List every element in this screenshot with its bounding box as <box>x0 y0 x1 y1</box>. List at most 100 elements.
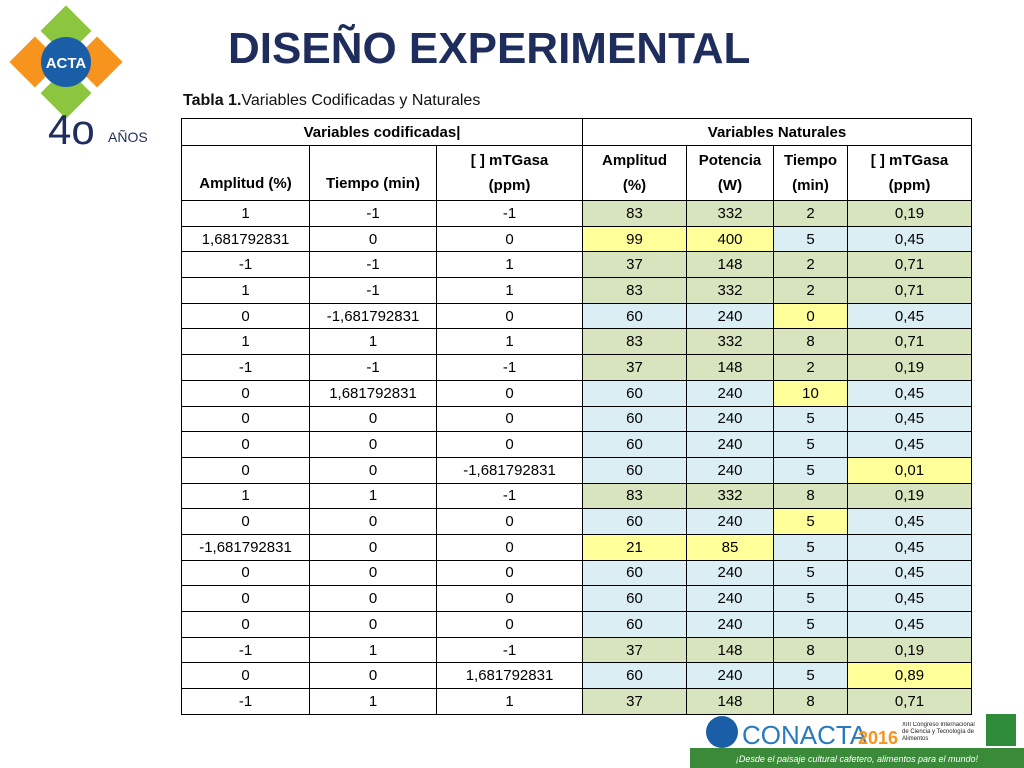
table-row: 1 1 1 83 332 8 0,71 <box>181 328 972 356</box>
logo-years-word: AÑOS <box>108 129 148 145</box>
table-cell: -1 <box>181 354 310 381</box>
table-cell: 0,19 <box>847 200 972 227</box>
column-header-line: [ ] mTGasa <box>470 152 549 169</box>
table-cell: 83 <box>582 328 687 356</box>
table-cell: 148 <box>686 688 774 715</box>
table-cell: 0 <box>436 431 583 458</box>
table-cell: 0 <box>309 431 437 458</box>
table-cell: 1 <box>181 328 310 356</box>
table-cell: 5 <box>773 431 848 458</box>
table-cell: 5 <box>773 585 848 612</box>
table-row: -1 -1 1 37 148 2 0,71 <box>181 251 972 279</box>
table-cell: 240 <box>686 405 774 433</box>
table-cell: 0 <box>436 559 583 587</box>
table-cell: 0,19 <box>847 482 972 510</box>
table-cell: 0 <box>309 611 437 638</box>
table-cell: 83 <box>582 482 687 510</box>
table-cell: 1 <box>309 636 437 664</box>
table-cell: 0,45 <box>847 559 972 587</box>
table-cell: 0 <box>436 508 583 535</box>
table-cell: 240 <box>686 302 774 330</box>
table-cell: 5 <box>773 456 848 484</box>
table-cell: 60 <box>582 611 687 638</box>
table-cell: 0 <box>309 456 437 484</box>
column-header-line: [ ] mTGasa <box>870 152 949 169</box>
table-cell: 37 <box>582 688 687 715</box>
table-cell: 60 <box>582 662 687 690</box>
table-row: 0 0 -1,681792831 60 240 5 0,01 <box>181 456 972 484</box>
column-header-line: Amplitud <box>602 152 667 169</box>
table-cell: 1 <box>436 251 583 279</box>
table-cell: 60 <box>582 508 687 535</box>
table-cell: 240 <box>686 559 774 587</box>
table-cell: -1,681792831 <box>181 533 310 561</box>
caption-text: Variables Codificadas y Naturales <box>241 92 481 109</box>
column-header-line: (min) <box>792 177 829 194</box>
acta-logo: ACTA 4o AÑOS <box>9 5 148 150</box>
table-cell: -1 <box>181 251 310 279</box>
table-row: 0 0 0 60 240 5 0,45 <box>181 508 972 535</box>
table-row: 1 -1 -1 83 332 2 0,19 <box>181 200 972 227</box>
column-header: Potencia (W) <box>686 145 774 201</box>
table-cell: 240 <box>686 379 774 407</box>
table-row: -1 1 -1 37 148 8 0,19 <box>181 636 972 664</box>
table-cell: 0,45 <box>847 302 972 330</box>
table-body: 1 -1 -1 83 332 2 0,19 1,681792831 0 0 99 400 5 0,45 -1… <box>181 200 972 715</box>
table-cell: 240 <box>686 508 774 535</box>
table-cell: 0 <box>309 662 437 690</box>
table-cell: 0 <box>181 456 310 484</box>
column-header-line: Amplitud (%) <box>199 175 292 192</box>
table-cell: 0 <box>436 302 583 330</box>
group-header: Variables codificadas| <box>181 118 583 146</box>
column-header: Amplitud (%) <box>181 145 310 201</box>
table-cell: 2 <box>773 354 848 381</box>
table-cell: 0 <box>181 302 310 330</box>
table-row: -1 -1 -1 37 148 2 0,19 <box>181 354 972 381</box>
table-cell: 0 <box>436 225 583 253</box>
table-cell: 240 <box>686 456 774 484</box>
table-cell: -1 <box>309 354 437 381</box>
table-row: 1 -1 1 83 332 2 0,71 <box>181 277 972 304</box>
column-header-line: (ppm) <box>488 177 531 194</box>
table-cell: 5 <box>773 508 848 535</box>
table-cell: 240 <box>686 662 774 690</box>
table-cell: 5 <box>773 533 848 561</box>
table-cell: 1,681792831 <box>309 379 437 407</box>
footer-event: CONACTA <box>742 720 868 750</box>
table-cell: 0 <box>309 225 437 253</box>
footer-slogan: ¡Desde el paisaje cultural cafetero, ali… <box>736 754 979 764</box>
table-cell: 0,45 <box>847 379 972 407</box>
table-cell: 60 <box>582 456 687 484</box>
table-cell: 1 <box>309 328 437 356</box>
table-cell: 5 <box>773 662 848 690</box>
table-cell: 1,681792831 <box>436 662 583 690</box>
table-cell: 1 <box>436 277 583 304</box>
table-cell: 2 <box>773 251 848 279</box>
table-cell: 8 <box>773 636 848 664</box>
table-cell: 0 <box>181 508 310 535</box>
footer-edition: XIII Congreso Internacional de Ciencia y… <box>902 722 975 742</box>
table-cell: 240 <box>686 611 774 638</box>
table-row: 0 0 0 60 240 5 0,45 <box>181 611 972 638</box>
caption: Tabla 1.Variables Codificadas y Naturale… <box>183 92 480 110</box>
table-cell: 1 <box>181 482 310 510</box>
table-row: 1 1 -1 83 332 8 0,19 <box>181 482 972 510</box>
table-cell: -1 <box>436 354 583 381</box>
table-cell: 8 <box>773 482 848 510</box>
table-cell: 0,89 <box>847 662 972 690</box>
table-cell: 0 <box>181 405 310 433</box>
table-cell: 0 <box>181 662 310 690</box>
table-cell: 21 <box>582 533 687 561</box>
table-head: Variables codificadas| Variables Naturale… <box>181 118 972 201</box>
table-cell: 5 <box>773 559 848 587</box>
table-cell: 400 <box>686 225 774 253</box>
table-cell: 60 <box>582 302 687 330</box>
table-cell: 2 <box>773 277 848 304</box>
table-cell: 148 <box>686 636 774 664</box>
table-row: 0 0 0 60 240 5 0,45 <box>181 405 972 433</box>
data-table: Variables codificadas| Variables Naturale… <box>181 118 972 715</box>
table-cell: 1 <box>436 328 583 356</box>
table-cell: 5 <box>773 405 848 433</box>
table-cell: 1 <box>436 688 583 715</box>
table-cell: 60 <box>582 559 687 587</box>
